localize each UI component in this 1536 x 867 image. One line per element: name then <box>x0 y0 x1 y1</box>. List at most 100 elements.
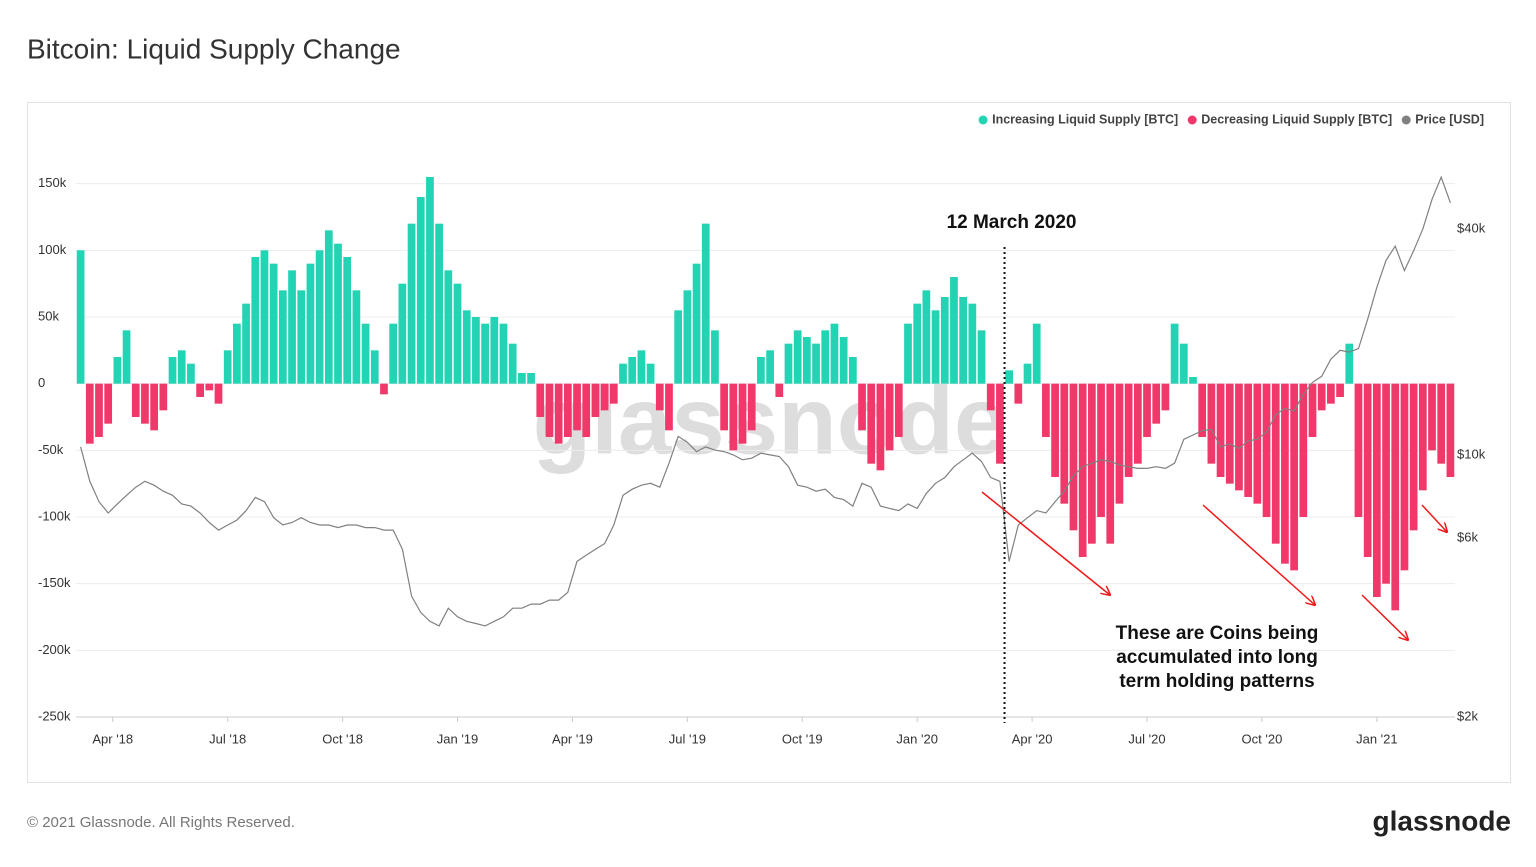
y-tick-label: 150k <box>38 175 67 190</box>
legend-marker <box>1401 115 1411 125</box>
bar <box>848 357 857 384</box>
bar <box>1032 323 1041 384</box>
y-tick-label: -200k <box>38 642 71 657</box>
bar <box>894 383 903 437</box>
bar <box>1078 383 1087 557</box>
bar <box>683 290 692 384</box>
y2-tick-label: $6k <box>1457 530 1478 545</box>
bar <box>1069 383 1078 531</box>
arrow <box>1361 594 1408 640</box>
bar <box>720 383 728 431</box>
legend-label: Decreasing Liquid Supply [BTC] <box>1201 112 1392 126</box>
bar <box>1170 323 1179 384</box>
bar <box>986 383 995 411</box>
annotation: These are Coins being <box>1116 623 1319 644</box>
bar <box>876 383 885 471</box>
annotation: accumulated into long <box>1116 647 1318 668</box>
bar <box>968 303 977 384</box>
bar <box>609 383 618 404</box>
bar <box>1189 377 1197 384</box>
bar <box>223 350 232 384</box>
bar <box>453 283 462 384</box>
x-tick-label: Apr '19 <box>552 731 593 746</box>
bar <box>545 383 554 437</box>
x-tick-label: Jan '21 <box>1356 731 1398 746</box>
bar <box>278 290 287 384</box>
bar <box>462 310 471 384</box>
bar <box>839 337 848 384</box>
bar <box>1317 383 1326 411</box>
bar <box>821 330 830 384</box>
arrow <box>981 491 1110 595</box>
bar <box>76 250 85 384</box>
bar <box>959 297 968 384</box>
bar <box>315 250 324 384</box>
bar <box>269 263 278 384</box>
x-tick-label: Jul '20 <box>1128 731 1165 746</box>
bar <box>573 383 581 431</box>
bar <box>1281 383 1289 564</box>
bar <box>1152 383 1161 424</box>
bar <box>563 383 572 437</box>
bar <box>775 383 784 397</box>
annotation: term holding patterns <box>1119 671 1314 692</box>
bar <box>904 323 912 384</box>
bar <box>490 317 499 384</box>
bar <box>288 270 296 384</box>
bar <box>1327 383 1335 404</box>
x-tick-label: Oct '19 <box>782 731 823 746</box>
y-tick-label: -150k <box>38 575 71 590</box>
bar <box>637 350 646 384</box>
bar <box>527 373 535 384</box>
bar <box>472 317 480 384</box>
bar <box>701 223 710 384</box>
bar <box>380 383 388 395</box>
bar <box>757 357 765 384</box>
bar <box>812 343 820 384</box>
bar <box>1005 370 1013 384</box>
bar <box>1014 383 1023 404</box>
bar <box>1345 343 1354 384</box>
bar <box>389 323 398 384</box>
bar <box>858 383 866 431</box>
bar <box>1097 383 1105 517</box>
y-tick-label: -250k <box>38 708 71 723</box>
bar <box>1418 383 1427 491</box>
bar <box>1354 383 1363 517</box>
bar <box>141 383 149 424</box>
bar <box>711 330 719 384</box>
bar <box>1225 383 1234 484</box>
bar <box>1060 383 1069 504</box>
bar <box>867 383 876 464</box>
bar <box>177 350 186 384</box>
chart-panel <box>27 102 1511 783</box>
legend-label: Price [USD] <box>1415 112 1484 126</box>
bar <box>1437 383 1446 464</box>
bar <box>1290 383 1298 571</box>
bar <box>361 323 370 384</box>
bar <box>104 383 113 424</box>
bar <box>747 383 756 431</box>
bar <box>85 383 94 444</box>
bar <box>738 383 747 444</box>
x-tick-label: Jul '18 <box>209 731 246 746</box>
y-tick-label: 100k <box>38 242 67 257</box>
legend-marker <box>1187 115 1197 125</box>
y-tick-label: -50k <box>38 442 64 457</box>
bar <box>803 337 811 384</box>
bar <box>150 383 159 431</box>
bar <box>1446 383 1455 477</box>
logo[interactable]: glassnode <box>1373 805 1511 836</box>
bar <box>159 383 168 411</box>
arrows <box>981 491 1447 640</box>
bar <box>1271 383 1280 544</box>
y-tick-label: 50k <box>38 308 59 323</box>
bar <box>1216 383 1225 477</box>
bar <box>554 383 563 444</box>
bar <box>1382 383 1390 584</box>
bar <box>95 383 103 437</box>
y2-tick-label: $40k <box>1457 221 1486 236</box>
bar <box>913 303 922 384</box>
bar <box>950 277 958 384</box>
bar <box>435 223 443 384</box>
